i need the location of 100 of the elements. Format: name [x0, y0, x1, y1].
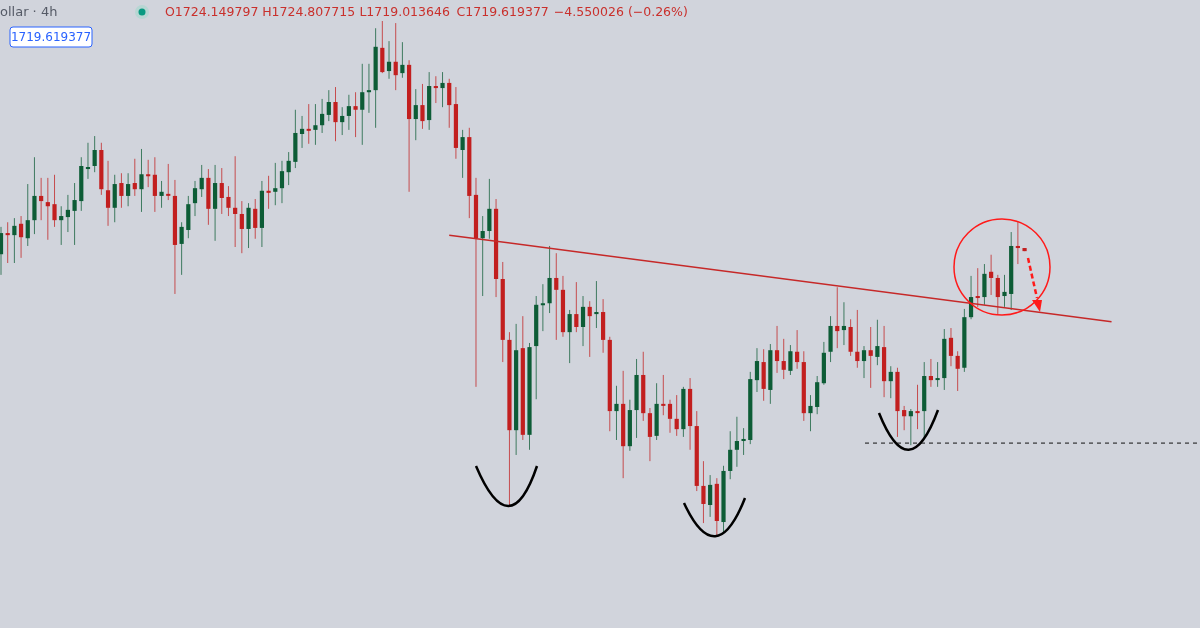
text: C1719.619377	[456, 4, 549, 19]
candlestick	[781, 338, 786, 380]
candlestick	[45, 177, 50, 241]
candlestick	[353, 91, 358, 138]
candlestick	[928, 358, 934, 388]
candlestick	[875, 319, 880, 366]
candlestick	[253, 198, 258, 240]
candlestick	[989, 254, 994, 296]
candlestick	[888, 365, 893, 399]
candlestick	[902, 405, 907, 431]
candlestick	[119, 172, 124, 209]
candlestick	[386, 40, 392, 80]
candlestick	[574, 281, 579, 333]
candlestick	[273, 162, 278, 206]
candlestick	[72, 182, 77, 246]
candlestick	[299, 115, 305, 149]
candlestick	[955, 350, 960, 392]
candlestick	[159, 180, 164, 209]
text: H1724.807715	[262, 4, 356, 19]
candlestick	[346, 94, 351, 131]
candlestick	[661, 374, 666, 416]
candlestick	[667, 399, 673, 434]
candlestick	[808, 394, 813, 432]
candlestick	[313, 103, 318, 146]
candlestick	[614, 385, 619, 441]
candlestick	[306, 103, 311, 145]
candlestick	[326, 89, 331, 122]
candlestick	[333, 86, 338, 142]
candlestick	[795, 329, 800, 370]
candlestick	[85, 142, 91, 180]
candlestick	[360, 63, 365, 146]
candlestick	[734, 416, 739, 468]
annotation: 1719.619377	[10, 30, 92, 44]
candlestick	[152, 156, 157, 213]
candlestick	[774, 325, 780, 374]
candlestick	[754, 347, 760, 393]
candlestick	[855, 309, 860, 369]
candlestick	[460, 129, 465, 179]
candlestick	[239, 200, 244, 254]
candlestick	[868, 326, 873, 389]
candlestick	[400, 41, 405, 79]
candlestick	[487, 178, 492, 240]
candlestick	[132, 158, 137, 197]
candlestick	[126, 172, 131, 207]
candlestick	[447, 78, 452, 129]
candlestick	[647, 407, 653, 462]
candlestick	[286, 151, 291, 186]
candlestick	[540, 283, 545, 332]
candlestick	[741, 427, 746, 456]
candlestick	[480, 215, 485, 297]
candlestick	[708, 474, 713, 518]
candlestick	[112, 174, 117, 223]
candlestick	[92, 135, 97, 173]
candlestick	[413, 88, 418, 141]
candlestick	[440, 71, 445, 108]
candlestick	[12, 217, 17, 264]
candlestick	[580, 295, 586, 347]
candlestick	[995, 274, 1000, 315]
text: O1724.149797	[165, 4, 259, 19]
candlestick	[179, 221, 184, 276]
candlestick	[841, 301, 847, 346]
candlestick	[105, 160, 111, 227]
candlestick	[908, 408, 913, 446]
candlestick	[340, 106, 345, 136]
candlestick	[199, 164, 204, 198]
candlestick	[1002, 274, 1007, 308]
text: −4.550026 (−0.26%)	[553, 4, 688, 19]
candlestick	[788, 344, 793, 376]
candlestick	[139, 148, 144, 213]
candlestick	[279, 160, 285, 204]
candlestick	[219, 167, 224, 215]
candlestick	[52, 174, 57, 228]
candlestick	[25, 183, 30, 247]
candlestick	[420, 83, 425, 130]
candlestick	[166, 163, 171, 201]
candlestick	[192, 180, 198, 217]
text: L1719.013646	[359, 4, 450, 19]
candlestick	[393, 22, 398, 91]
candlestick	[65, 194, 70, 233]
candlestick	[587, 300, 592, 358]
candlestick	[59, 205, 64, 246]
chart-title: ollar · 4h	[0, 4, 58, 19]
candlestick	[982, 263, 987, 306]
candlestick	[39, 177, 44, 221]
candlestick	[0, 226, 4, 276]
candlestick	[226, 185, 231, 217]
candlestick	[233, 155, 238, 248]
candlestick	[975, 267, 980, 308]
candlestick	[948, 327, 954, 367]
candlestick	[701, 460, 706, 524]
candlestick	[594, 280, 599, 329]
candlestick	[861, 345, 867, 379]
candlestick	[567, 309, 572, 364]
candlestick	[915, 384, 920, 430]
candlestick	[320, 98, 325, 134]
candlestick	[246, 202, 251, 249]
candlestick	[935, 361, 940, 388]
candlestick	[728, 430, 733, 480]
candlestick	[146, 159, 151, 188]
candlestick	[554, 252, 559, 341]
